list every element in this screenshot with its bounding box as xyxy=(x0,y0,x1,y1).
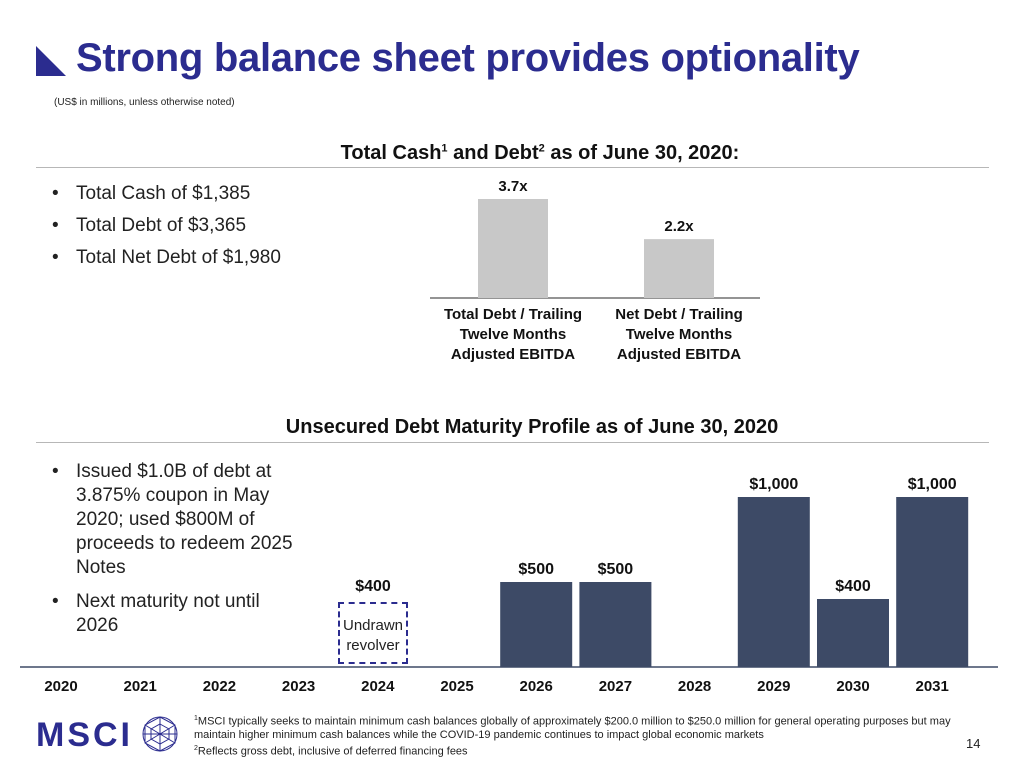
year-tick-label: 2029 xyxy=(757,678,790,695)
undrawn-revolver-bar xyxy=(338,602,408,664)
year-tick-label: 2020 xyxy=(44,678,77,695)
year-tick-label: 2026 xyxy=(520,678,553,695)
page-title: Strong balance sheet provides optionalit… xyxy=(76,36,860,80)
year-tick-label: 2025 xyxy=(440,678,473,695)
ratio-bar xyxy=(478,199,548,298)
maturity-bar xyxy=(579,582,652,667)
bullet-total-cash: Total Cash of $1,385 xyxy=(50,182,380,206)
ratio-value-label: 3.7x xyxy=(498,178,528,195)
leverage-ratio-chart: 3.7x 2.2x xyxy=(430,178,760,299)
maturity-bar xyxy=(500,582,573,667)
bullet-debt-issuance: Issued $1.0B of debt at 3.875% coupon in… xyxy=(50,460,300,580)
footnotes: 1MSCI typically seeks to maintain minimu… xyxy=(194,712,974,758)
year-tick-label: 2031 xyxy=(916,678,949,695)
year-tick-label: 2028 xyxy=(678,678,711,695)
ratio-bar xyxy=(644,239,714,298)
section-divider xyxy=(36,167,989,168)
ratio-category-label: Net Debt / Trailing Twelve Months Adjust… xyxy=(615,306,743,363)
maturity-value-label: $500 xyxy=(598,561,634,578)
year-tick-label: 2022 xyxy=(203,678,236,695)
year-tick-label: 2027 xyxy=(599,678,632,695)
maturity-profile-heading: Unsecured Debt Maturity Profile as of Ju… xyxy=(285,416,779,438)
year-tick-label: 2030 xyxy=(836,678,869,695)
bullet-total-debt: Total Debt of $3,365 xyxy=(50,214,380,238)
ratio-value-label: 2.2x xyxy=(664,218,694,235)
cash-debt-heading: Total Cash1 and Debt2 as of June 30, 202… xyxy=(340,142,740,164)
bullet-next-maturity: Next maturity not until 2026 xyxy=(50,590,300,638)
ratio-category-label: Total Debt / Trailing Twelve Months Adju… xyxy=(443,306,583,363)
maturity-value-label: $1,000 xyxy=(908,476,957,493)
undrawn-revolver-label: Undrawn revolver xyxy=(342,617,404,654)
maturity-bar xyxy=(817,599,889,667)
footnote-2: 2Reflects gross debt, inclusive of defer… xyxy=(194,744,468,758)
year-tick-label: 2024 xyxy=(361,678,395,695)
page-number: 14 xyxy=(966,736,981,751)
year-tick-label: 2021 xyxy=(124,678,157,695)
year-tick-label: 2023 xyxy=(282,678,315,695)
maturity-value-label: $500 xyxy=(518,561,554,578)
maturity-value-label: $1,000 xyxy=(749,476,798,493)
maturity-bar xyxy=(896,497,969,667)
maturity-value-label: $400 xyxy=(835,578,871,595)
footnote-1: 1MSCI typically seeks to maintain minimu… xyxy=(194,715,951,741)
msci-globe-logo-icon xyxy=(142,716,178,752)
footnote-ref-2: 2 xyxy=(538,142,545,155)
units-note: (US$ in millions, unless otherwise noted… xyxy=(54,97,235,108)
maturity-bullet-list: Issued $1.0B of debt at 3.875% coupon in… xyxy=(50,460,300,648)
section-divider xyxy=(36,442,989,443)
msci-logo-text: MSCI xyxy=(36,716,133,754)
maturity-profile-chart: 2020 2021 2022 2023 2024 2025 2026 $500 2027 $500… xyxy=(20,476,998,695)
undrawn-revolver-value: $400 xyxy=(355,578,391,595)
cash-bullet-list: Total Cash of $1,385 Total Debt of $3,36… xyxy=(50,182,380,278)
maturity-bar xyxy=(737,497,810,667)
bullet-net-debt: Total Net Debt of $1,980 xyxy=(50,246,380,270)
title-triangle-icon xyxy=(36,46,66,76)
footnote-ref-1: 1 xyxy=(441,142,448,155)
